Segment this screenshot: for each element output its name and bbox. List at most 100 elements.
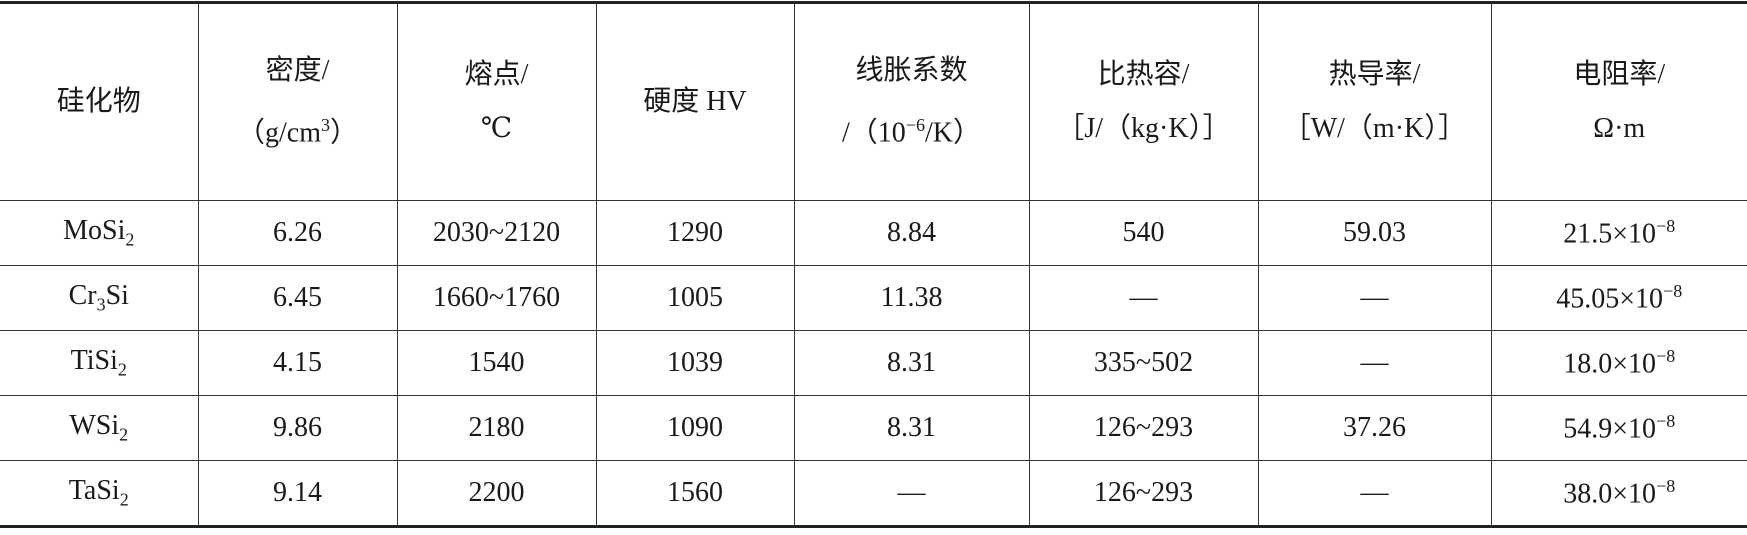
cell-text: 21.5×10	[1563, 218, 1656, 249]
header-line: （g/cm3）	[199, 98, 397, 160]
cell-text: 9.14	[273, 477, 322, 508]
cell-text: /K）	[925, 117, 981, 148]
superscript: −6	[906, 115, 925, 135]
header-line: ℃	[398, 102, 596, 156]
header-line: 热导率/	[1259, 48, 1491, 102]
header-line: ［W/（m·K）］	[1259, 102, 1491, 156]
cell-text: 9.86	[273, 412, 322, 443]
cell-text: ℃	[481, 113, 512, 144]
cell-text: 126~293	[1094, 412, 1193, 443]
cell-text: 4.15	[273, 347, 322, 378]
subscript: 2	[120, 490, 129, 510]
cell-text: 45.05×10	[1556, 283, 1663, 314]
cell-text: 2180	[469, 412, 525, 443]
header-cell: 密度/（g/cm3）	[198, 3, 397, 201]
row-label: TiSi2	[0, 331, 198, 396]
cell-text: —	[1361, 282, 1389, 313]
cell-text: 1560	[667, 477, 723, 508]
data-cell: 1005	[596, 266, 794, 331]
data-cell: 1660~1760	[397, 266, 596, 331]
cell-text: —	[1130, 282, 1158, 313]
cell-text: 18.0×10	[1563, 348, 1656, 379]
cell-text: 540	[1123, 217, 1165, 248]
cell-text: ［J/（kg·K）］	[1056, 113, 1230, 144]
cell-text: Ω·m	[1593, 113, 1645, 144]
data-cell: 38.0×10−8	[1491, 461, 1747, 527]
header-cell: 硬度 HV	[596, 3, 794, 201]
data-cell: 1560	[596, 461, 794, 527]
superscript: −8	[1663, 281, 1682, 301]
superscript: −8	[1656, 476, 1675, 496]
header-line: ［J/（kg·K）］	[1030, 102, 1258, 156]
cell-text: 热导率/	[1329, 59, 1421, 90]
cell-text: 8.31	[887, 412, 936, 443]
data-cell: 2030~2120	[397, 201, 596, 266]
header-cell: 硅化物	[0, 3, 198, 201]
data-cell: 6.26	[198, 201, 397, 266]
cell-text: —	[1361, 347, 1389, 378]
cell-text: 1005	[667, 282, 723, 313]
cell-text: —	[1361, 477, 1389, 508]
row-label: MoSi2	[0, 201, 198, 266]
data-cell: 9.14	[198, 461, 397, 527]
cell-text: /（10	[842, 117, 906, 148]
cell-text: Si	[106, 280, 129, 311]
row-label: WSi2	[0, 396, 198, 461]
cell-text: WSi	[69, 410, 119, 441]
data-cell: 126~293	[1029, 461, 1258, 527]
data-cell: 540	[1029, 201, 1258, 266]
header-cell: 热导率/ ［W/（m·K）］	[1258, 3, 1491, 201]
cell-text: 38.0×10	[1563, 478, 1656, 509]
header-line: 硬度 HV	[597, 75, 794, 129]
subscript: 2	[119, 425, 128, 445]
header-line: Ω·m	[1492, 102, 1747, 156]
cell-text: 硅化物	[57, 86, 141, 117]
cell-text: TiSi	[71, 345, 118, 376]
cell-text: 8.84	[887, 217, 936, 248]
subscript: 2	[118, 360, 127, 380]
cell-text: 电阻率/	[1573, 59, 1665, 90]
data-cell: 59.03	[1258, 201, 1491, 266]
cell-text: 1090	[667, 412, 723, 443]
header-cell: 比热容/ ［J/（kg·K）］	[1029, 3, 1258, 201]
data-cell: —	[1029, 266, 1258, 331]
header-line: 密度/	[199, 44, 397, 98]
cell-text: ［W/（m·K）］	[1283, 113, 1467, 144]
data-cell: —	[1258, 331, 1491, 396]
data-cell: 6.45	[198, 266, 397, 331]
cell-text: 1660~1760	[433, 282, 560, 313]
data-cell: 126~293	[1029, 396, 1258, 461]
data-cell: —	[1258, 461, 1491, 527]
data-cell: 54.9×10−8	[1491, 396, 1747, 461]
cell-text: 线胀系数	[855, 55, 967, 86]
cell-text: 6.45	[273, 282, 322, 313]
data-cell: 8.84	[794, 201, 1029, 266]
header-line: 硅化物	[0, 75, 198, 129]
header-line: 比热容/	[1030, 48, 1258, 102]
cell-text: 硬度 HV	[643, 86, 746, 117]
cell-text: ）	[330, 117, 358, 148]
header-line: /（10−6/K）	[795, 98, 1029, 160]
cell-text: 比热容/	[1098, 59, 1190, 90]
data-cell: 37.26	[1258, 396, 1491, 461]
cell-text: 1039	[667, 347, 723, 378]
cell-text: 2030~2120	[433, 217, 560, 248]
cell-text: —	[898, 477, 926, 508]
cell-text: 37.26	[1343, 412, 1406, 443]
superscript: 3	[321, 115, 330, 135]
cell-text: 59.03	[1343, 217, 1406, 248]
data-cell: 21.5×10−8	[1491, 201, 1747, 266]
cell-text: 1540	[469, 347, 525, 378]
data-cell: 45.05×10−8	[1491, 266, 1747, 331]
cell-text: Cr	[69, 280, 97, 311]
data-cell: 8.31	[794, 396, 1029, 461]
header-line: 电阻率/	[1492, 48, 1747, 102]
data-cell: 1090	[596, 396, 794, 461]
data-cell: —	[1258, 266, 1491, 331]
cell-text: 8.31	[887, 347, 936, 378]
